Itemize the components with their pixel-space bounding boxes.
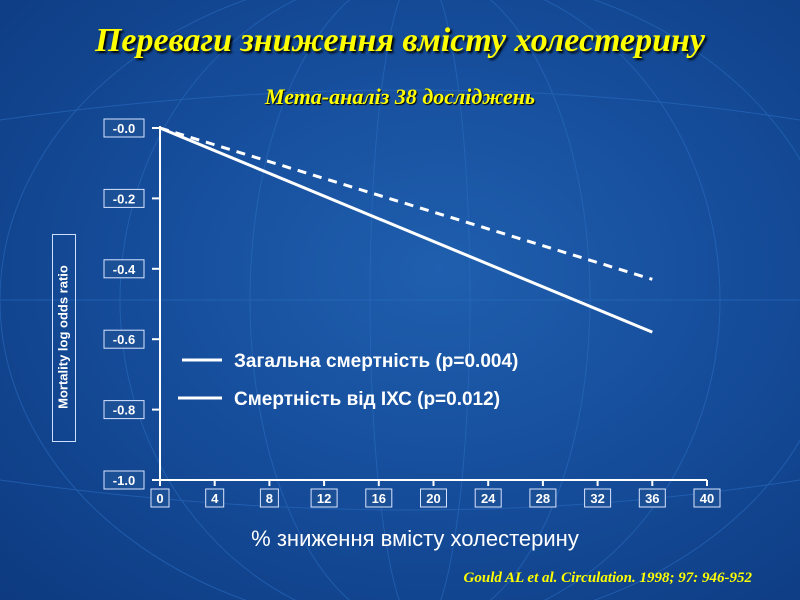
y-tick-label: -1.0 <box>113 473 135 488</box>
y-tick-box <box>103 188 145 208</box>
x-tick-label: 28 <box>536 491 550 506</box>
y-tick-label: -0.6 <box>113 332 135 347</box>
x-tick-box <box>259 488 279 508</box>
x-tick-label: 36 <box>645 491 659 506</box>
x-tick-box <box>584 488 612 508</box>
y-tick-box <box>103 400 145 420</box>
x-tick-label: 40 <box>700 491 714 506</box>
y-tick-box <box>103 329 145 349</box>
x-tick-label: 32 <box>590 491 604 506</box>
x-tick-box <box>638 488 666 508</box>
x-tick-label: 24 <box>481 491 496 506</box>
x-tick-box <box>420 488 447 508</box>
y-axis-label-frame <box>52 234 76 442</box>
y-tick-box <box>103 470 145 490</box>
x-tick-label: 4 <box>211 491 219 506</box>
y-tick-box <box>103 259 145 279</box>
series-line-1 <box>159 126 653 281</box>
x-tick-box <box>693 488 721 508</box>
x-tick-label: 20 <box>426 491 440 506</box>
x-tick-label: 12 <box>317 491 331 506</box>
y-tick-label: -0.8 <box>113 403 135 418</box>
x-tick-box <box>150 488 170 508</box>
legend-label-1: Загальна смертність (p=0.004) <box>234 351 518 372</box>
y-tick-label: -0.4 <box>113 262 136 277</box>
y-tick-label: -0.2 <box>113 191 135 206</box>
page-title: Переваги зниження вмісту холестерину <box>94 22 706 59</box>
page-subtitle: Мета-аналіз 38 досліджень <box>264 84 536 109</box>
x-axis-label: % зниження вмісту холестерину <box>251 526 579 551</box>
x-tick-label: 8 <box>266 491 273 506</box>
y-tick-label: -0.0 <box>113 121 135 136</box>
series-line-2 <box>159 126 653 334</box>
legend-label-2: Смертність від ІХС (p=0.012) <box>234 389 500 410</box>
x-tick-label: 0 <box>156 491 163 506</box>
x-tick-box <box>205 488 225 508</box>
x-tick-label: 16 <box>372 491 386 506</box>
x-tick-box <box>365 488 393 508</box>
x-tick-box <box>474 488 502 508</box>
citation: Gould AL et al. Circulation. 1998; 97: 9… <box>463 570 752 586</box>
x-tick-box <box>310 488 338 508</box>
y-tick-box <box>103 118 145 138</box>
x-tick-box <box>529 488 557 508</box>
